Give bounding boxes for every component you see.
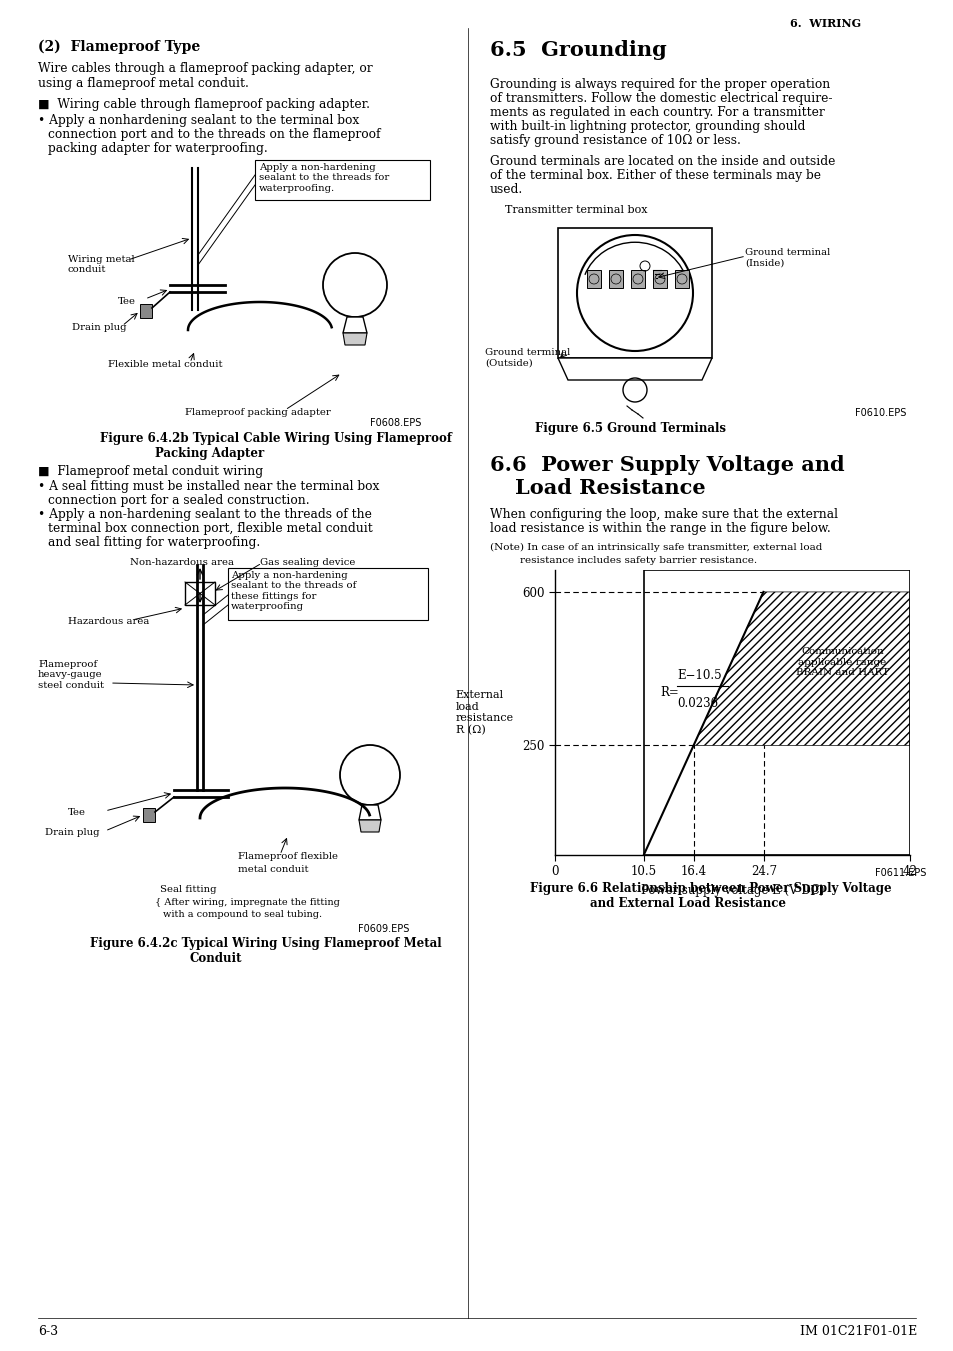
Text: ■  Wiring cable through flameproof packing adapter.: ■ Wiring cable through flameproof packin… — [38, 99, 370, 111]
Text: Load Resistance: Load Resistance — [515, 478, 705, 499]
Text: of transmitters. Follow the domestic electrical require-: of transmitters. Follow the domestic ele… — [490, 92, 832, 105]
Text: (Note) In case of an intrinsically safe transmitter, external load: (Note) In case of an intrinsically safe … — [490, 543, 821, 553]
Text: 6.5  Grounding: 6.5 Grounding — [490, 41, 666, 59]
Text: R=: R= — [660, 686, 679, 700]
Text: IM 01C21F01-01E: IM 01C21F01-01E — [800, 1325, 916, 1337]
Text: resistance includes safety barrier resistance.: resistance includes safety barrier resis… — [519, 557, 757, 565]
Text: and External Load Resistance: and External Load Resistance — [589, 897, 785, 911]
Text: with built-in lightning protector, grounding should: with built-in lightning protector, groun… — [490, 120, 804, 132]
Text: • Apply a nonhardening sealant to the terminal box: • Apply a nonhardening sealant to the te… — [38, 113, 359, 127]
Polygon shape — [558, 358, 711, 380]
Text: F0609.EPS: F0609.EPS — [357, 924, 409, 934]
Text: 6.6  Power Supply Voltage and: 6.6 Power Supply Voltage and — [490, 455, 843, 476]
Text: load resistance is within the range in the figure below.: load resistance is within the range in t… — [490, 521, 830, 535]
Text: Ground terminal
(Outside): Ground terminal (Outside) — [484, 349, 570, 367]
Polygon shape — [343, 332, 367, 345]
Text: { After wiring, impregnate the fitting: { After wiring, impregnate the fitting — [154, 898, 339, 907]
Text: Communication
applicable range
BRAIN and HART: Communication applicable range BRAIN and… — [795, 647, 888, 677]
Text: Wiring metal
conduit: Wiring metal conduit — [68, 255, 134, 274]
Text: Flexible metal conduit: Flexible metal conduit — [108, 359, 222, 369]
X-axis label: Power supply voltage E (V DC): Power supply voltage E (V DC) — [640, 884, 823, 897]
Polygon shape — [143, 808, 154, 821]
Text: Flameproof
heavy-gauge
steel conduit: Flameproof heavy-gauge steel conduit — [38, 661, 104, 690]
Text: Tee: Tee — [118, 297, 136, 305]
Text: of the terminal box. Either of these terminals may be: of the terminal box. Either of these ter… — [490, 169, 821, 182]
Text: 6.  WIRING: 6. WIRING — [789, 18, 861, 28]
Text: F0611.EPS: F0611.EPS — [874, 867, 925, 878]
Polygon shape — [675, 270, 688, 288]
Text: 0.0236: 0.0236 — [677, 697, 718, 711]
Text: Apply a non-hardening
sealant to the threads for
waterproofing.: Apply a non-hardening sealant to the thr… — [258, 163, 389, 193]
Text: with a compound to seal tubing.: with a compound to seal tubing. — [163, 911, 322, 919]
Text: Grounding is always required for the proper operation: Grounding is always required for the pro… — [490, 78, 829, 91]
Polygon shape — [630, 270, 644, 288]
Text: Figure 6.5 Ground Terminals: Figure 6.5 Ground Terminals — [535, 422, 725, 435]
Text: • Apply a non-hardening sealant to the threads of the: • Apply a non-hardening sealant to the t… — [38, 508, 372, 521]
Text: Apply a non-hardening
sealant to the threads of
these fittings for
waterproofing: Apply a non-hardening sealant to the thr… — [231, 571, 356, 611]
Text: When configuring the loop, make sure that the external: When configuring the loop, make sure tha… — [490, 508, 837, 521]
Text: Figure 6.6 Relationship between Power Supply Voltage: Figure 6.6 Relationship between Power Su… — [530, 882, 891, 894]
Polygon shape — [228, 567, 428, 620]
Text: and seal fitting for waterproofing.: and seal fitting for waterproofing. — [48, 536, 260, 549]
Text: connection port and to the threads on the flameproof: connection port and to the threads on th… — [48, 128, 380, 141]
Polygon shape — [652, 270, 666, 288]
Text: Drain plug: Drain plug — [71, 323, 127, 332]
Text: E−10.5: E−10.5 — [677, 669, 721, 682]
Text: Packing Adapter: Packing Adapter — [154, 447, 264, 459]
Polygon shape — [343, 317, 367, 332]
Polygon shape — [358, 805, 380, 820]
Text: terminal box connection port, flexible metal conduit: terminal box connection port, flexible m… — [48, 521, 373, 535]
Text: Figure 6.4.2c Typical Wiring Using Flameproof Metal: Figure 6.4.2c Typical Wiring Using Flame… — [90, 938, 441, 950]
Text: Flameproof packing adapter: Flameproof packing adapter — [185, 408, 331, 417]
Polygon shape — [558, 228, 711, 358]
Text: Flameproof flexible: Flameproof flexible — [237, 852, 337, 861]
Text: metal conduit: metal conduit — [237, 865, 308, 874]
Polygon shape — [254, 159, 430, 200]
Text: ments as regulated in each country. For a transmitter: ments as regulated in each country. For … — [490, 105, 824, 119]
Polygon shape — [140, 304, 152, 317]
Text: Non-hazardous area: Non-hazardous area — [130, 558, 233, 567]
Text: 6-3: 6-3 — [38, 1325, 58, 1337]
Text: Drain plug: Drain plug — [45, 828, 99, 838]
Text: satisfy ground resistance of 10Ω or less.: satisfy ground resistance of 10Ω or less… — [490, 134, 740, 147]
Text: External
load
resistance
R (Ω): External load resistance R (Ω) — [456, 690, 513, 735]
Polygon shape — [586, 270, 600, 288]
Text: packing adapter for waterproofing.: packing adapter for waterproofing. — [48, 142, 268, 155]
Text: used.: used. — [490, 182, 522, 196]
Text: Ground terminals are located on the inside and outside: Ground terminals are located on the insi… — [490, 155, 835, 168]
Text: F0610.EPS: F0610.EPS — [854, 408, 905, 417]
Polygon shape — [358, 820, 380, 832]
Text: Hazardous area: Hazardous area — [68, 617, 150, 626]
Text: • A seal fitting must be installed near the terminal box: • A seal fitting must be installed near … — [38, 480, 379, 493]
Text: Wire cables through a flameproof packing adapter, or
using a flameproof metal co: Wire cables through a flameproof packing… — [38, 62, 373, 91]
Text: Gas sealing device: Gas sealing device — [260, 558, 355, 567]
Text: Figure 6.4.2b Typical Cable Wiring Using Flameproof: Figure 6.4.2b Typical Cable Wiring Using… — [100, 432, 452, 444]
Polygon shape — [643, 570, 909, 855]
Polygon shape — [608, 270, 622, 288]
Text: Tee: Tee — [68, 808, 86, 817]
Text: ■  Flameproof metal conduit wiring: ■ Flameproof metal conduit wiring — [38, 465, 263, 478]
Text: connection port for a sealed construction.: connection port for a sealed constructio… — [48, 494, 310, 507]
Text: Ground terminal
(Inside): Ground terminal (Inside) — [744, 249, 829, 267]
Text: (2)  Flameproof Type: (2) Flameproof Type — [38, 41, 200, 54]
Text: F0608.EPS: F0608.EPS — [370, 417, 421, 428]
Text: Seal fitting: Seal fitting — [160, 885, 216, 894]
Text: Conduit: Conduit — [190, 952, 242, 965]
Polygon shape — [185, 582, 214, 605]
Text: Transmitter terminal box: Transmitter terminal box — [504, 205, 647, 215]
